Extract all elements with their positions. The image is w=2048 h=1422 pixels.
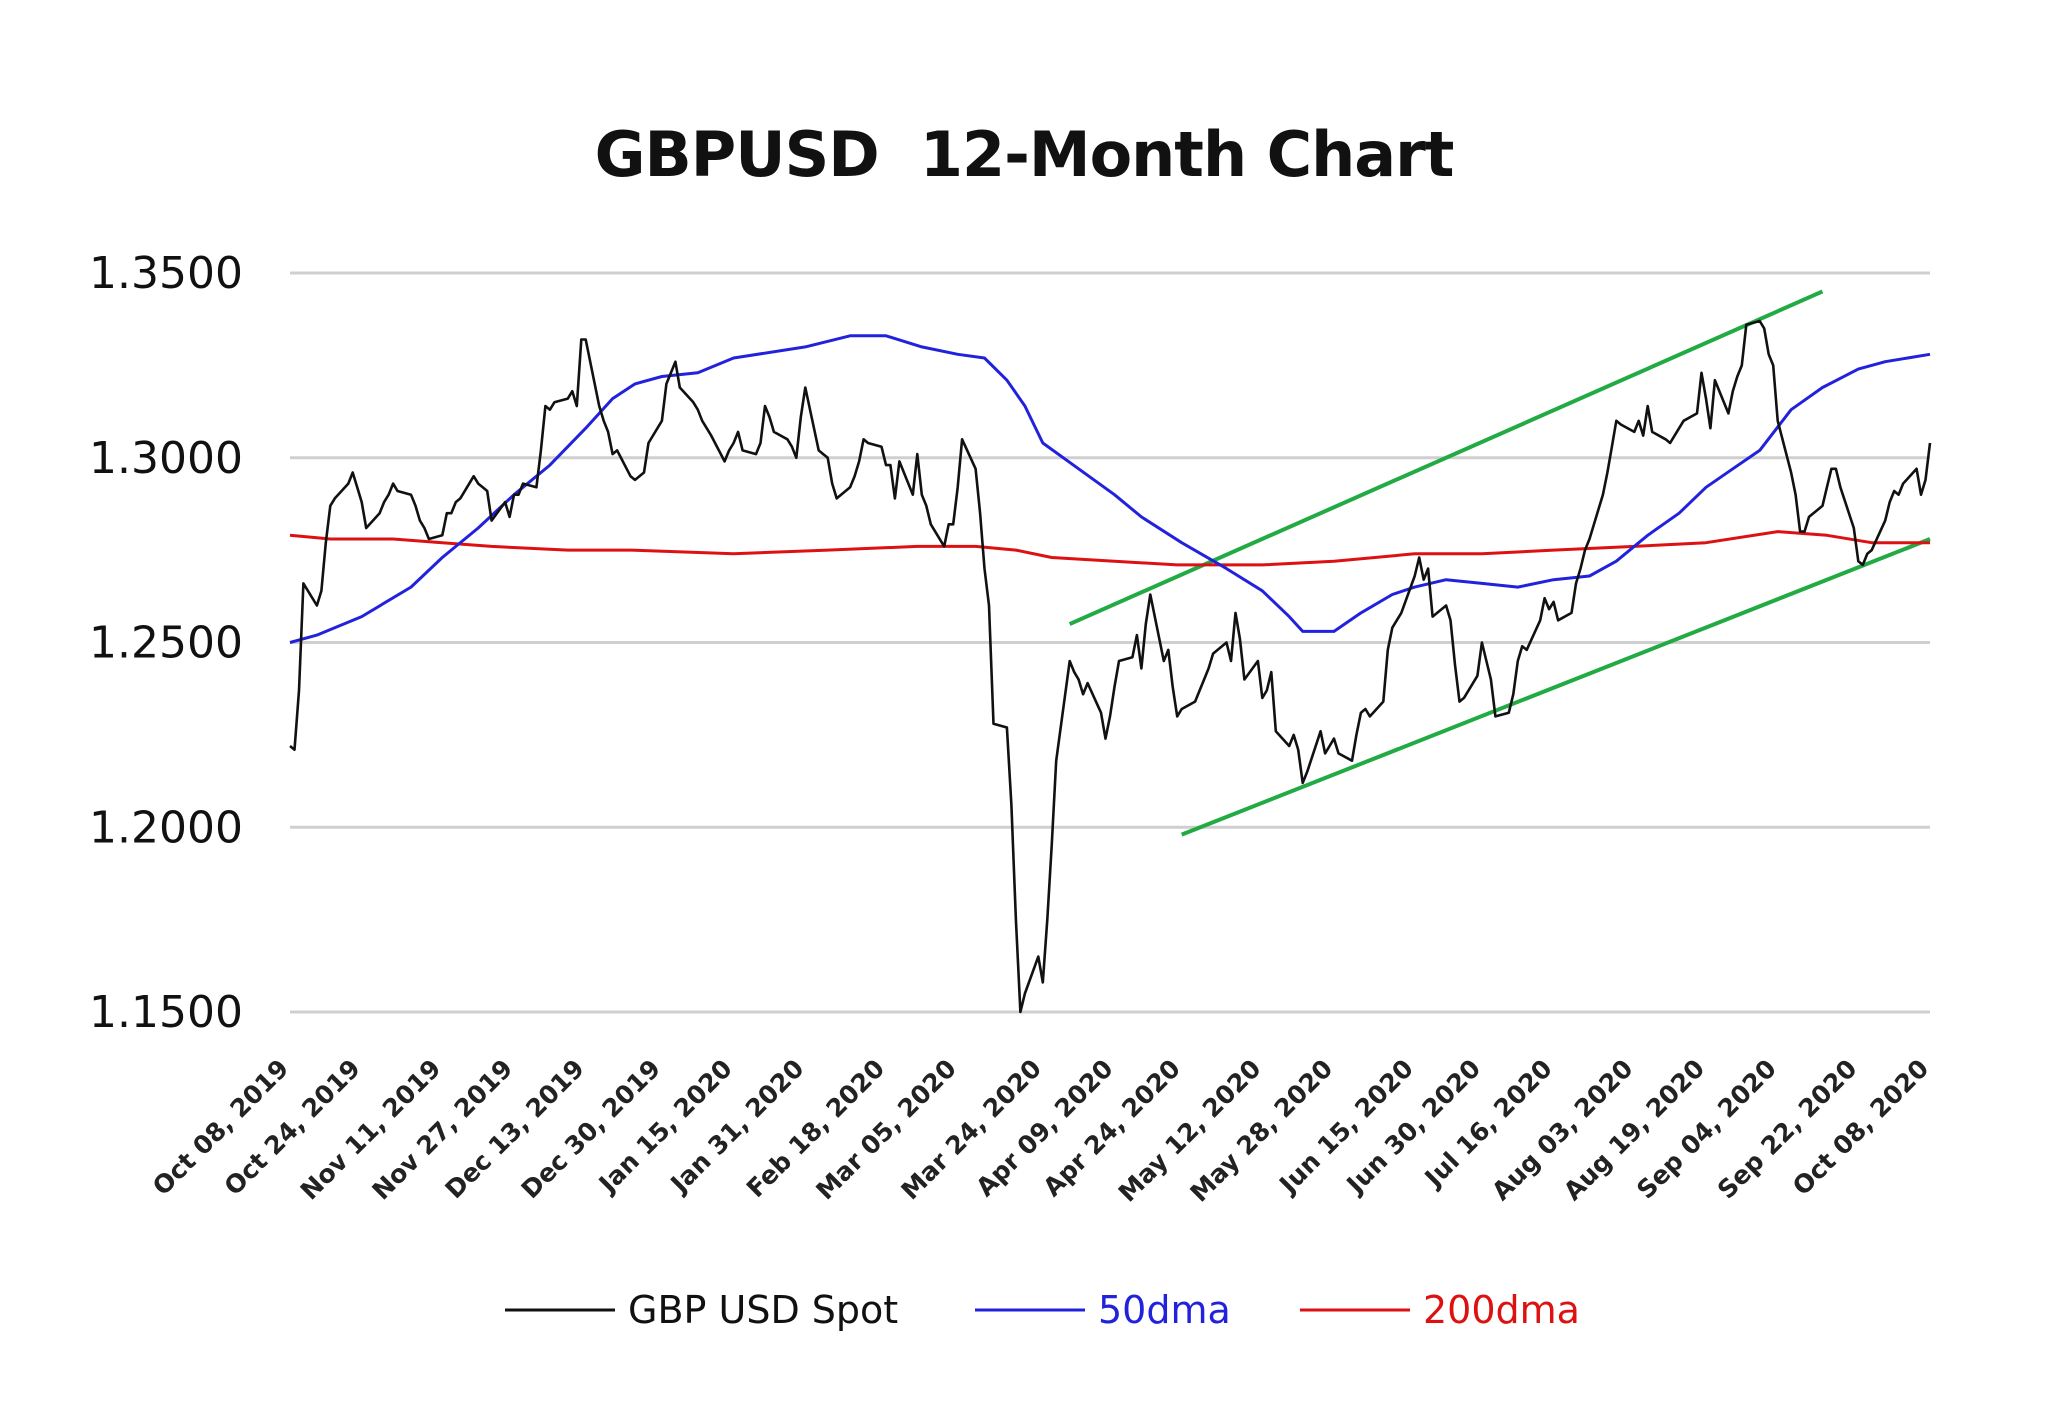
legend: GBP USD Spot 50dma 200dma [505, 1288, 1580, 1332]
trend-line [1068, 289, 1824, 626]
y-tick-label: 1.3500 [89, 248, 243, 299]
series-line-gbp-usd-spot [289, 319, 1932, 1014]
x-tick-label: Jan 31, 2020 [664, 1054, 810, 1200]
series-line-200dma [289, 530, 1930, 567]
y-tick-label: 1.2000 [89, 802, 243, 853]
legend-label: GBP USD Spot [628, 1288, 898, 1332]
y-tick-label: 1.2500 [89, 618, 243, 669]
y-tick-label: 1.1500 [89, 987, 243, 1038]
trend-line [1180, 537, 1931, 837]
trend-lines [1068, 289, 1931, 837]
series-line-50dma [289, 334, 1931, 644]
y-axis: 1.3500 1.3000 1.2500 1.2000 1.1500 [89, 248, 243, 1038]
legend-label: 50dma [1098, 1288, 1231, 1332]
y-tick-label: 1.3000 [89, 433, 243, 484]
legend-label: 200dma [1423, 1288, 1580, 1332]
chart-title: GBPUSD 12-Month Chart [594, 118, 1455, 191]
series-lines [289, 319, 1932, 1014]
gridlines [290, 271, 1930, 1014]
